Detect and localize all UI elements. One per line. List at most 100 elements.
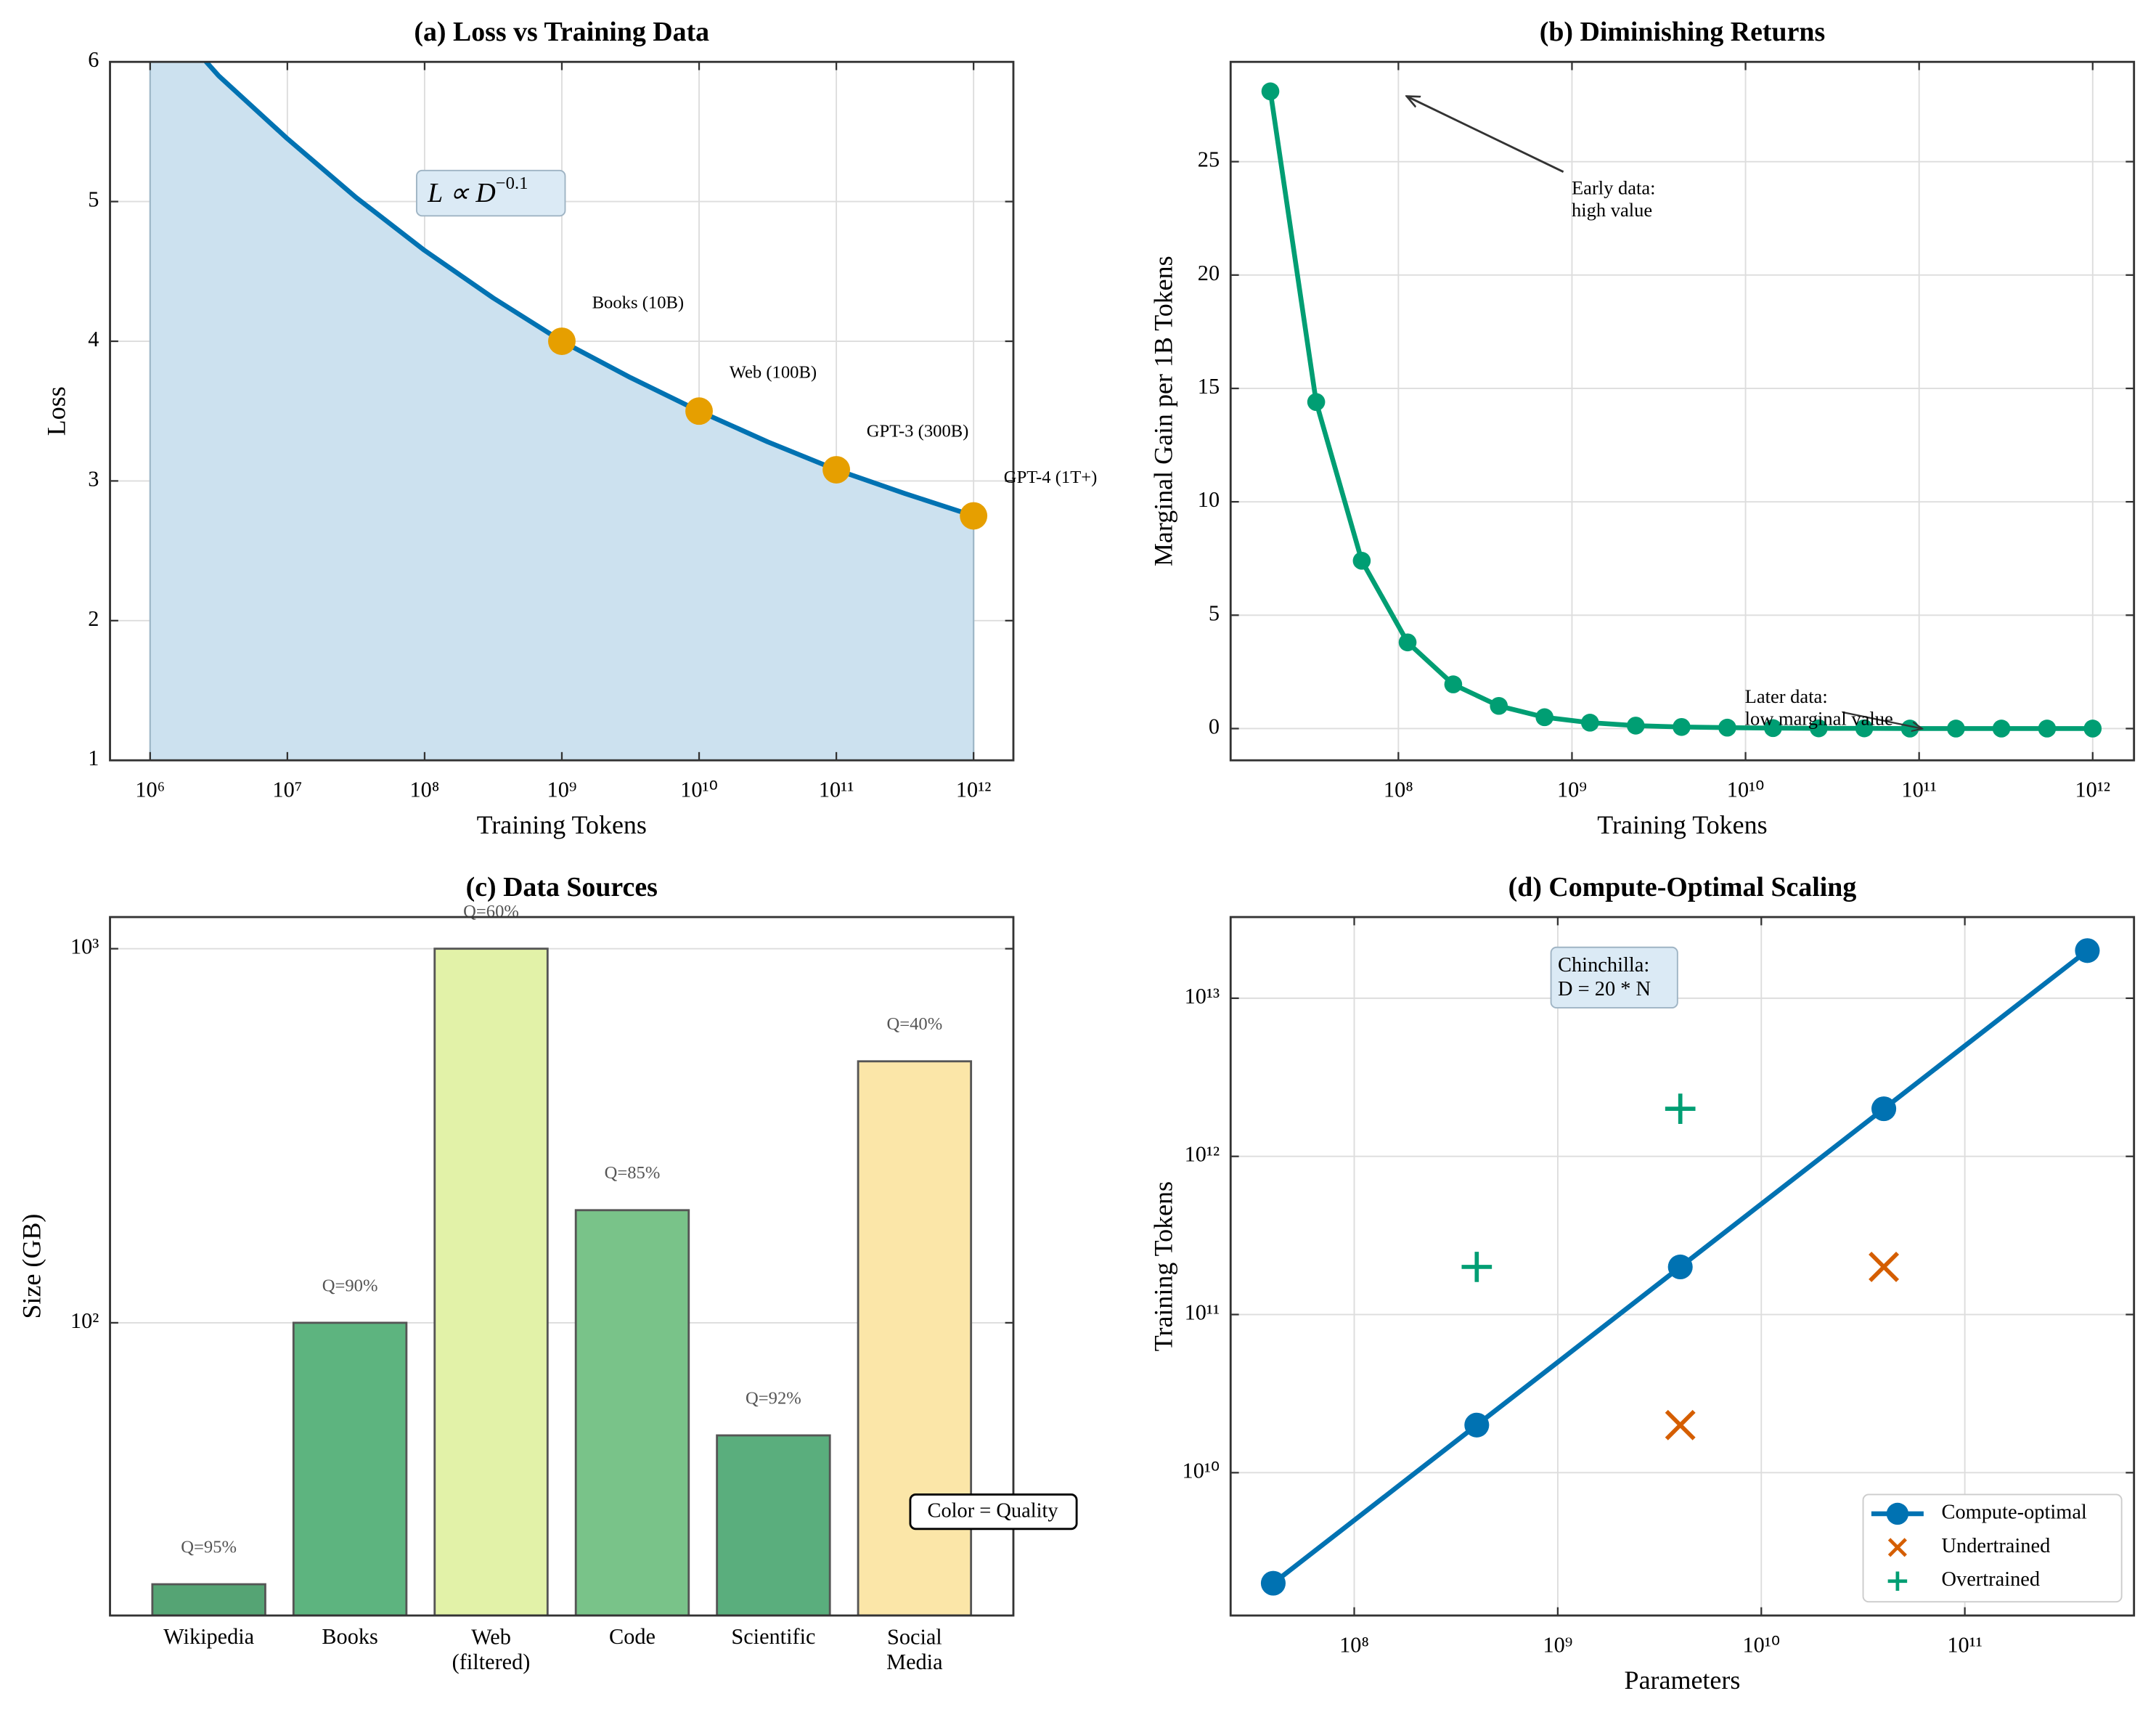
y-tick-label: 10¹³ [1185,984,1220,1008]
point [1718,718,1736,737]
point [1764,719,1782,738]
axes: 10¹⁰ 10¹¹ 10¹² 10¹³ 10⁸ 10⁹ 10¹⁰ 10¹¹ (d) Comput… [1148,872,2136,1695]
x-tick-label: 10¹⁰ [1727,778,1765,802]
text-line: (filtered) [452,1650,531,1674]
point [960,502,988,530]
quality-label: Q=92% [746,1388,801,1408]
bar [857,1060,973,1616]
quality-label: Q=40% [886,1014,942,1034]
point [1869,1252,1900,1282]
axes: 10² 10³ Q=95% Wikipedia Q=90% Books Q=60% Web (f… [17,872,1015,1674]
text-line: Later data: [1745,685,1828,707]
arrow [1842,711,1922,729]
x-tick-label: 10¹⁰ [1742,1633,1780,1658]
y-tick-label: 10¹¹ [1185,1300,1220,1324]
y-tick-label: 10² [70,1308,99,1333]
x-tick-label: 10⁸ [1339,1633,1369,1658]
formula-exponent: −0.1 [496,173,528,192]
formula: L ∝ D−0.1 [427,173,528,208]
y-tick-label: 10¹⁰ [1183,1458,1220,1483]
point [1900,720,1919,738]
legend-label: Overtrained [1942,1568,2041,1591]
panel: 1 2 3 4 5 6 10⁶ 10⁷ 10⁸ 10⁹ 10¹⁰ 10¹¹ 10¹² (a) Loss v… [42,17,1098,839]
y-axis-label: Training Tokens [1148,1181,1177,1351]
panel: 10² 10³ Q=95% Wikipedia Q=90% Books Q=60% Web (f… [17,872,1015,1674]
point [822,456,851,484]
point [2075,938,2100,963]
point [1665,1409,1696,1440]
y-tick-label: 6 [88,47,99,72]
point [1398,633,1417,652]
formula-box [415,169,566,217]
line [1267,91,2093,731]
x-tick-label: 10⁸ [1384,778,1413,802]
axes: 0 5 10 15 20 25 10⁸ 10⁹ 10¹⁰ 10¹¹ 10¹² (b) Diminish… [1148,17,2136,839]
y-axis-label: Marginal Gain per 1B Tokens [1148,256,1177,566]
annotations: L ∝ D−0.1 Early data: high value Later da… [415,97,1922,1531]
title: (d) Compute-Optimal Scaling [1508,872,1857,902]
bar [151,1583,266,1616]
y-tick-label: 15 [1198,374,1220,399]
text-line: D = 20 * N [1558,977,1651,1000]
arrow [1407,97,1564,173]
y-tick-label: 0 [1209,714,1220,738]
point-label: GPT-4 (1T+) [1004,468,1098,487]
legend-box [1862,1493,2123,1603]
x-tick-label: Web (filtered) [452,1624,531,1674]
point [1464,1412,1490,1438]
text-line: Web [471,1624,511,1649]
point [1665,1093,1696,1124]
formula-text: L ∝ D [427,178,496,208]
annotation: Later data: low marginal value [1745,685,1893,729]
quality-label: Q=95% [181,1537,237,1557]
bar [574,1209,690,1616]
y-tick-label: 2 [88,606,99,631]
point [1855,719,1874,738]
panel: 10¹⁰ 10¹¹ 10¹² 10¹³ 10⁸ 10⁹ 10¹⁰ 10¹¹ (d) Comput… [1148,872,2136,1695]
point [548,327,576,355]
grid [1230,62,2134,761]
y-tick-label: 5 [88,187,99,212]
x-tick-label: 10¹² [2075,778,2110,802]
y-tick-label: 5 [1209,600,1220,625]
point [2083,720,2102,738]
y-tick-label: 20 [1198,261,1220,285]
title: (c) Data Sources [466,872,658,902]
point [1947,720,1965,738]
bar [433,947,549,1616]
x-tick-label: Social Media [886,1624,943,1674]
annotation: Color = Quality [928,1500,1059,1523]
x-tick-label: Wikipedia [163,1624,255,1649]
text-line: Early data: [1572,176,1656,198]
axes: 1 2 3 4 5 6 10⁶ 10⁷ 10⁸ 10⁹ 10¹⁰ 10¹¹ 10¹² (a) Loss v… [42,17,1015,839]
point-label: GPT-3 (300B) [867,422,969,441]
x-tick-label: 10⁹ [1557,778,1587,802]
x-axis-label: Parameters [1625,1666,1741,1695]
point [1307,393,1326,412]
text-line: Chinchilla: [1558,954,1649,977]
point [1871,1096,1897,1122]
y-axis-label: Size (GB) [17,1214,46,1319]
point [1261,82,1280,101]
frame [109,60,1015,762]
point [1461,1252,1493,1282]
x-tick-label: 10¹² [956,778,991,802]
legend-marker [1886,1502,1909,1525]
annotation: Chinchilla: D = 20 * N [1558,954,1651,1000]
x-tick-label: 10⁹ [1543,1633,1572,1658]
legend-marker [1887,1571,1908,1591]
annotation-box [1550,946,1678,1009]
x-tick-label: 10¹¹ [1901,778,1936,802]
y-tick-label: 3 [88,466,99,491]
x-tick-label: 10⁸ [409,778,439,802]
y-tick-label: 10¹² [1185,1142,1220,1167]
x-axis-label: Training Tokens [477,810,647,839]
point-label: Web (100B) [730,363,817,383]
point [1667,1254,1693,1280]
text-line: Social [887,1624,942,1649]
point [1992,720,2011,738]
frame [109,916,1015,1617]
point [1260,1570,1286,1596]
point [2038,720,2057,738]
